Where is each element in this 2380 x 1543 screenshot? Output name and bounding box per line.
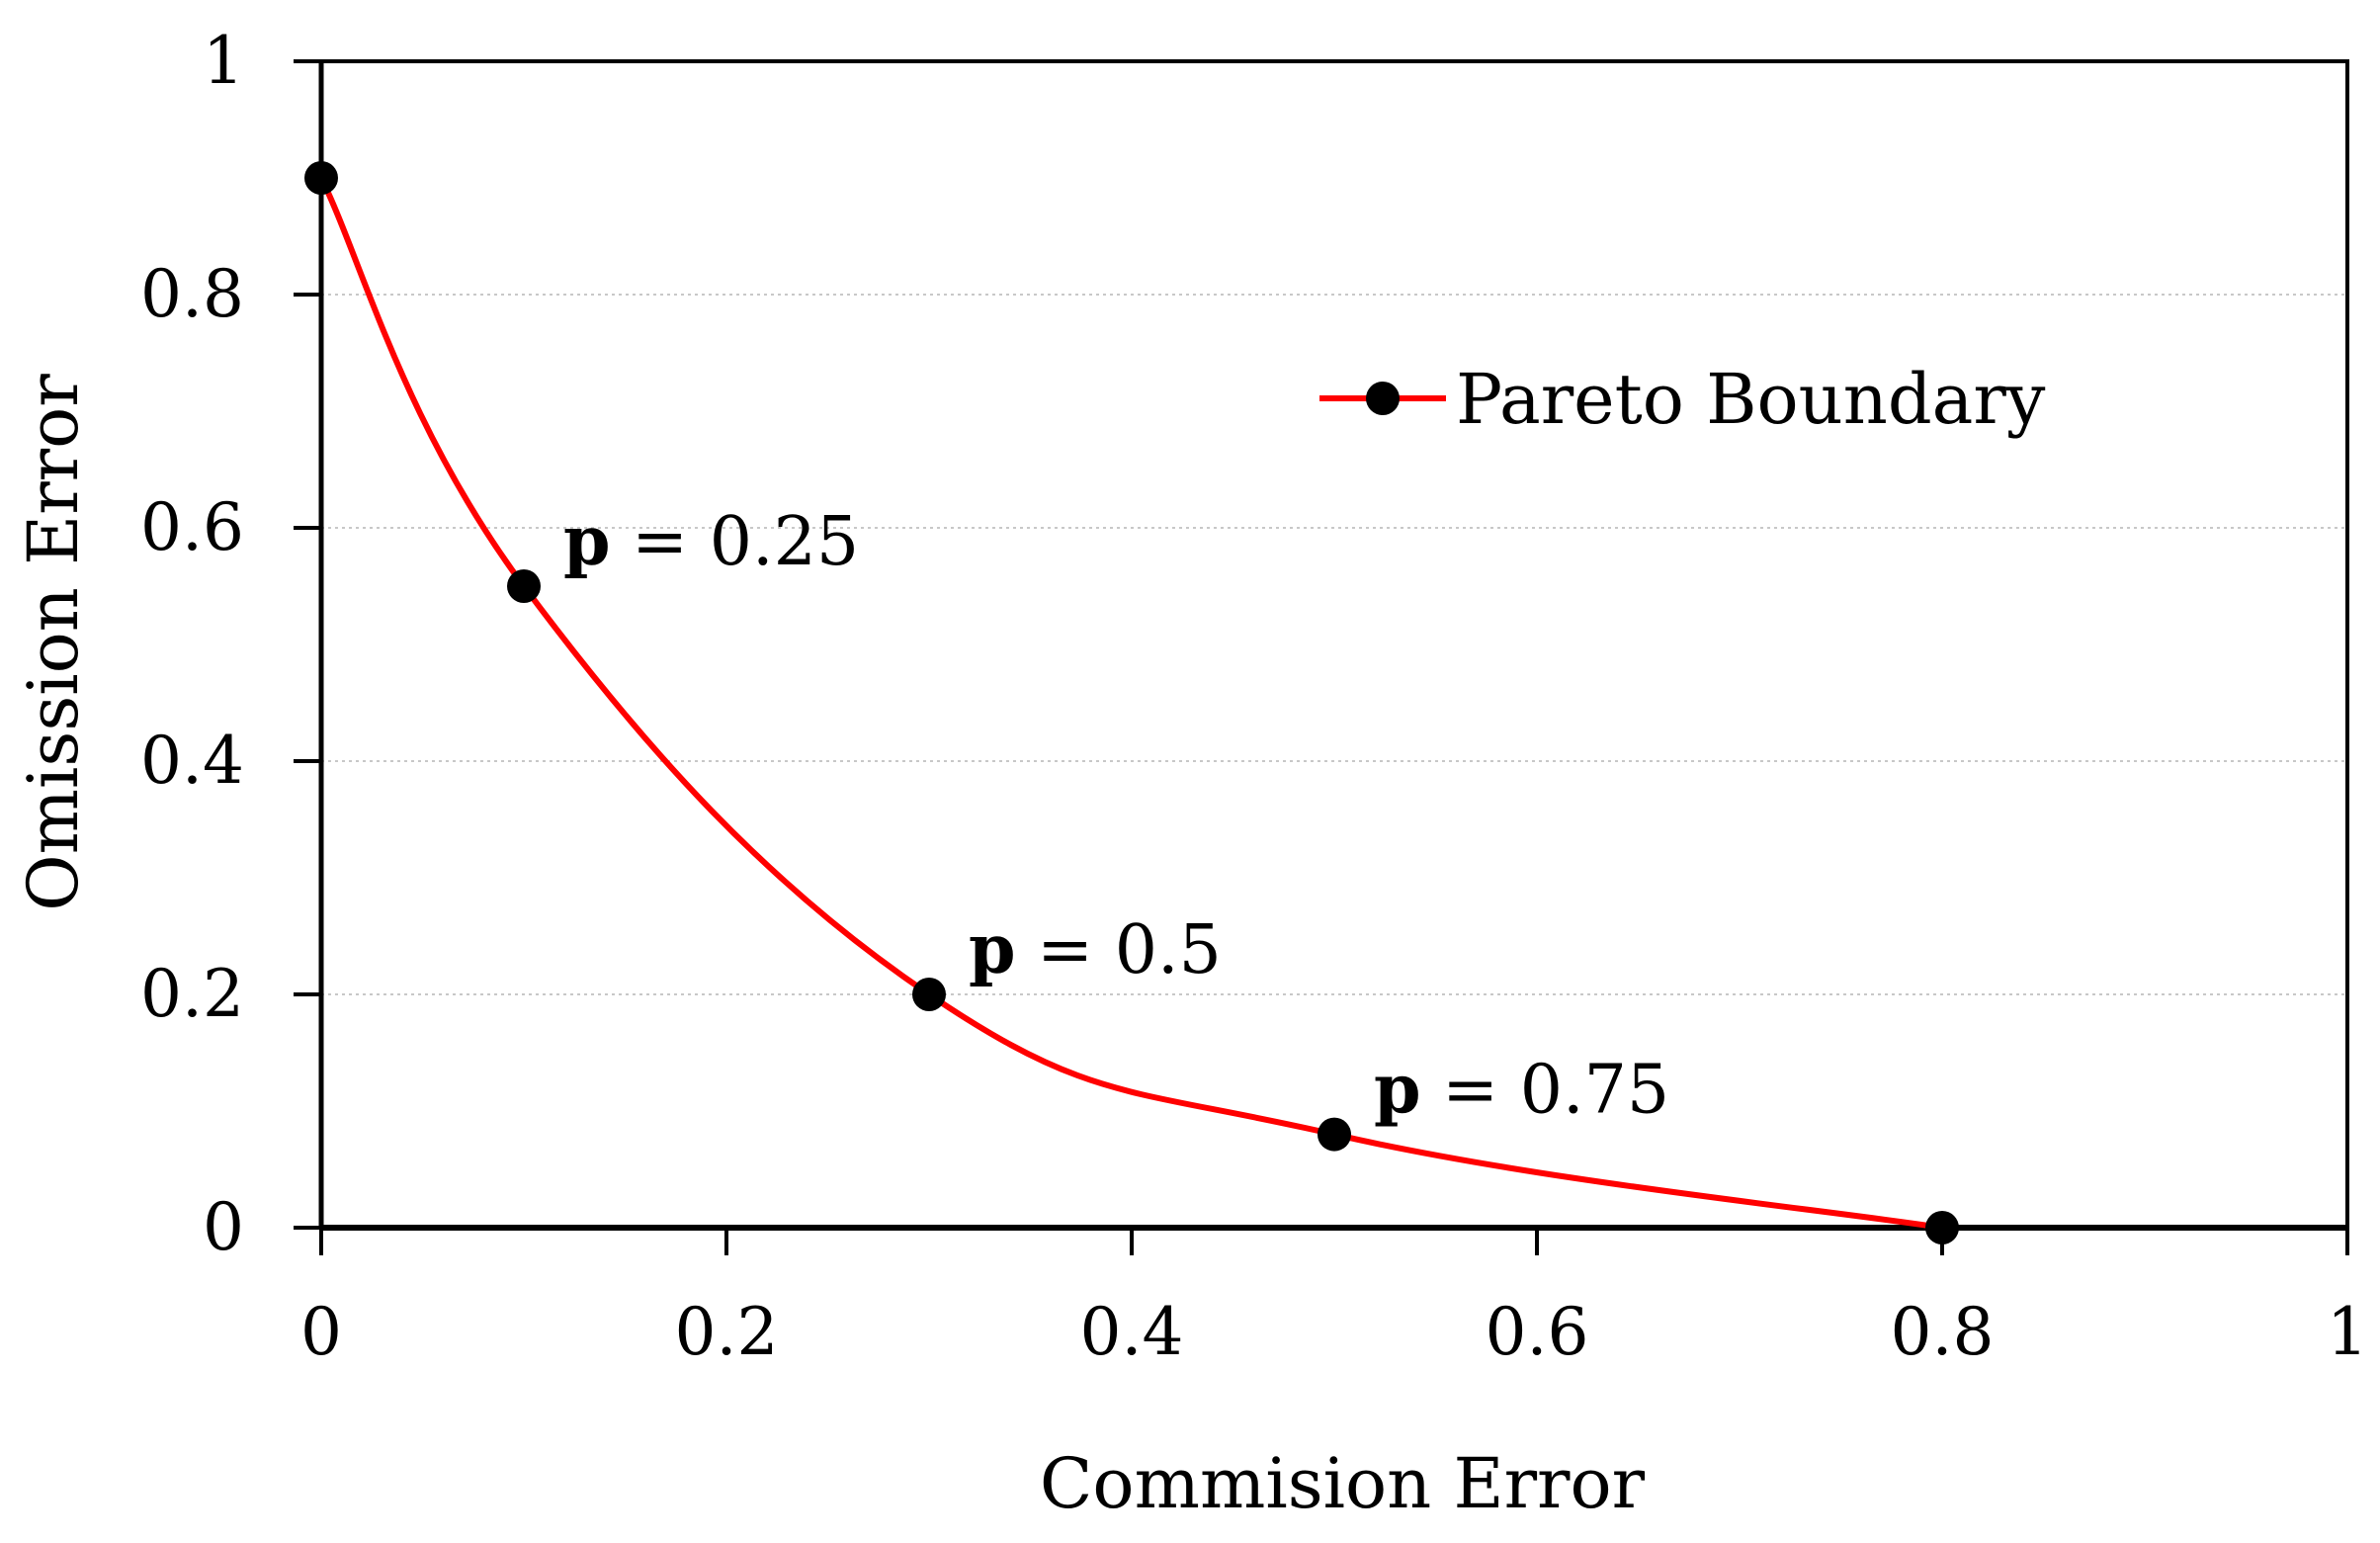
axes bbox=[294, 59, 2349, 1255]
y-tick-label-0.4: 0.4 bbox=[140, 723, 244, 799]
series bbox=[304, 161, 1959, 1244]
annotation-symbol: p bbox=[1374, 1051, 1421, 1130]
x-tick-label-0.6: 0.6 bbox=[1486, 1294, 1589, 1370]
data-point-2 bbox=[912, 978, 946, 1011]
annotation-label-1: p = 0.5 bbox=[969, 910, 1222, 989]
legend-label: Pareto Boundary bbox=[1456, 359, 2046, 440]
legend: Pareto Boundary bbox=[1319, 359, 2046, 440]
tick-labels: 0 0.2 0.4 0.6 0.8 1 0 0.2 0.4 0.6 0.8 1 bbox=[140, 23, 2368, 1370]
y-tick-label-0.8: 0.8 bbox=[140, 256, 244, 332]
x-tick-label-0: 0 bbox=[300, 1294, 342, 1370]
annotation-value: = 0.75 bbox=[1421, 1052, 1670, 1130]
annotation-label-0: p = 0.25 bbox=[563, 502, 859, 581]
legend-marker bbox=[1366, 382, 1400, 415]
annotation-symbol: p bbox=[969, 910, 1016, 989]
x-tick-label-0.2: 0.2 bbox=[675, 1294, 779, 1370]
annotation-label-2: p = 0.75 bbox=[1374, 1051, 1669, 1130]
annotation-value: = 0.5 bbox=[1016, 911, 1222, 989]
data-point-4 bbox=[1925, 1211, 1959, 1244]
data-point-3 bbox=[1318, 1117, 1351, 1152]
y-axis-title: Omission Error bbox=[13, 374, 94, 911]
y-tick-label-1: 1 bbox=[203, 23, 244, 99]
x-tick-label-0.8: 0.8 bbox=[1891, 1294, 1995, 1370]
grid-lines bbox=[321, 294, 2347, 995]
y-tick-label-0.6: 0.6 bbox=[140, 489, 244, 565]
data-point-0 bbox=[304, 161, 338, 195]
series-line-0 bbox=[318, 176, 1943, 1231]
y-tick-label-0: 0 bbox=[203, 1189, 244, 1265]
y-tick-label-0.2: 0.2 bbox=[140, 956, 244, 1032]
x-axis-title: Commision Error bbox=[1040, 1443, 1646, 1524]
data-point-1 bbox=[507, 569, 541, 603]
x-tick-label-1: 1 bbox=[2327, 1294, 2368, 1370]
annotation-value: = 0.25 bbox=[611, 503, 860, 581]
annotations: p = 0.25p = 0.5p = 0.75 bbox=[563, 502, 1669, 1130]
plot-frame bbox=[319, 59, 2349, 1230]
annotation-symbol: p bbox=[563, 502, 611, 581]
x-tick-label-0.4: 0.4 bbox=[1080, 1294, 1184, 1370]
